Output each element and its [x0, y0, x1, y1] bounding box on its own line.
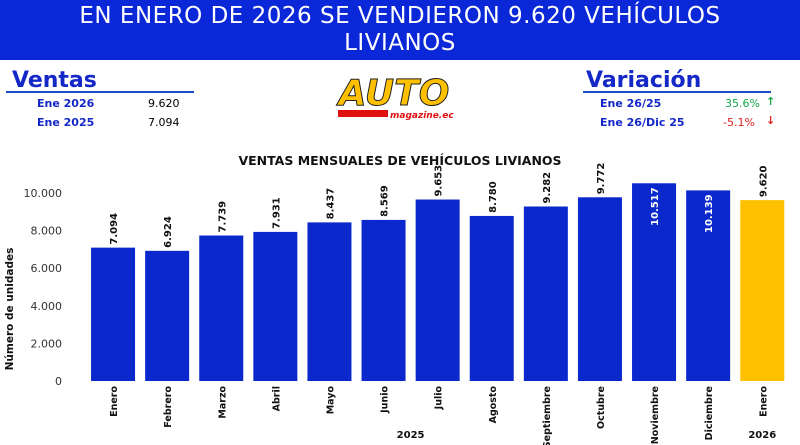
variacion-value-2: -5.1%: [723, 116, 755, 129]
bar: [307, 222, 352, 381]
ventas-title: Ventas: [12, 68, 97, 93]
y-tick-label: 4.000: [31, 300, 63, 313]
bar: [632, 183, 677, 381]
data-label: 9.282: [542, 172, 553, 204]
x-tick-label: Mayo: [325, 386, 336, 415]
ventas-value-1: 9.620: [148, 97, 180, 110]
x-tick-label: Enero: [758, 386, 769, 417]
headline-line2: LIVIANOS: [344, 30, 456, 56]
variacion-title: Variación: [586, 68, 702, 93]
data-label: 10.139: [704, 194, 715, 233]
x-tick-label: Abril: [271, 386, 282, 411]
auto-magazine-logo: AUTO magazine.ec: [335, 73, 454, 122]
arrow-down-icon: ↓: [766, 114, 776, 127]
variacion-rule: [583, 91, 771, 93]
data-label: 10.517: [650, 187, 661, 226]
arrow-up-icon: ↑: [766, 95, 776, 108]
x-tick-label: Octubre: [596, 386, 607, 429]
data-label: 7.739: [217, 201, 228, 233]
y-tick-label: 8.000: [31, 225, 63, 238]
bar: [686, 190, 731, 381]
svg-text:AUTO: AUTO: [336, 73, 450, 114]
data-label: 6.924: [163, 216, 174, 248]
ventas-value-2: 7.094: [148, 116, 180, 129]
chart-title: VENTAS MENSUALES DE VEHÍCULOS LIVIANOS: [238, 153, 561, 168]
variacion-label-2: Ene 26/Dic 25: [600, 116, 685, 129]
x-tick-label: Enero: [109, 386, 120, 417]
ventas-rule: [6, 91, 194, 93]
x-tick-label: Junio: [380, 386, 391, 414]
headline-line1: EN ENERO DE 2026 SE VENDIERON 9.620 VEHÍ…: [79, 3, 721, 29]
variacion-value-1: 35.6%: [725, 97, 760, 110]
x-tick-label: Marzo: [217, 386, 228, 419]
y-axis-label: Número de unidades: [4, 248, 16, 371]
data-label: 7.931: [271, 197, 282, 229]
bar: [361, 219, 406, 381]
bar-chart: VENTAS MENSUALES DE VEHÍCULOS LIVIANOS N…: [4, 153, 785, 445]
variacion-label-1: Ene 26/25: [600, 97, 662, 110]
bar: [199, 235, 244, 381]
y-tick-label: 2.000: [31, 337, 63, 350]
bar: [91, 247, 136, 381]
bar: [469, 215, 514, 381]
x-tick-label: Agosto: [488, 386, 499, 424]
y-tick-label: 0: [55, 375, 62, 388]
y-tick-label: 10.000: [24, 187, 63, 200]
data-label: 9.772: [596, 163, 607, 195]
x-tick-label: Febrero: [163, 386, 174, 428]
ventas-label-1: Ene 2026: [37, 97, 95, 110]
year-label: 2026: [748, 430, 776, 441]
data-label: 9.620: [758, 165, 769, 197]
x-tick-label: Diciembre: [704, 386, 715, 440]
bar: [577, 197, 622, 381]
bar: [523, 206, 568, 381]
y-tick-label: 6.000: [31, 262, 63, 275]
year-label: 2025: [397, 430, 425, 441]
bar: [145, 250, 190, 381]
ventas-label-2: Ene 2025: [37, 116, 95, 129]
bar: [740, 200, 785, 381]
data-label: 7.094: [109, 213, 120, 245]
bar: [253, 231, 298, 381]
headline-banner: EN ENERO DE 2026 SE VENDIERON 9.620 VEHÍ…: [0, 0, 800, 60]
x-tick-label: Septiembre: [542, 386, 553, 445]
svg-text:magazine.ec: magazine.ec: [390, 111, 454, 121]
data-label: 9.653: [434, 165, 445, 197]
bar: [415, 199, 460, 381]
x-tick-label: Julio: [434, 386, 445, 411]
x-tick-label: Noviembre: [650, 386, 661, 444]
data-label: 8.780: [488, 181, 499, 213]
data-label: 8.569: [380, 185, 391, 217]
data-label: 8.437: [325, 188, 336, 220]
